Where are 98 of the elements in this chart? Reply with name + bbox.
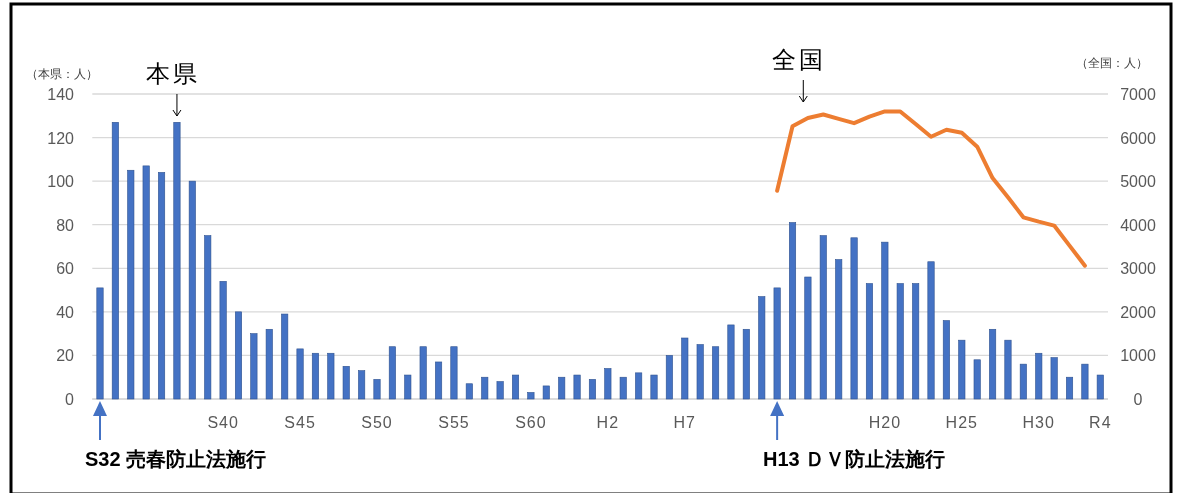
bar — [650, 374, 658, 400]
bar — [388, 346, 396, 400]
bar — [619, 376, 627, 400]
text: S32 売春防止法施行 — [85, 448, 267, 470]
x-tick-label: R4 — [1089, 414, 1112, 431]
line-series — [775, 109, 1087, 268]
bar — [665, 355, 673, 400]
bar — [311, 352, 319, 400]
y2-tick-label: 4000 — [1120, 216, 1156, 234]
bar — [527, 392, 535, 400]
y2-tick-label: 6000 — [1120, 129, 1156, 147]
bar — [111, 122, 119, 400]
bar — [958, 339, 966, 400]
bar — [881, 241, 889, 400]
x-tick-label: H25 — [945, 414, 978, 431]
bar — [358, 370, 366, 400]
bar — [712, 346, 720, 400]
bar — [635, 372, 643, 400]
bar — [1096, 374, 1104, 400]
x-tick-label: H30 — [1022, 414, 1055, 431]
bar — [512, 374, 520, 400]
bar — [865, 283, 873, 400]
bar — [558, 376, 566, 400]
x-tick-label: H2 — [596, 414, 620, 431]
text: H13 ＤＶ防止法施行 — [763, 448, 946, 470]
bar — [296, 348, 304, 400]
bar — [835, 259, 843, 400]
series-label: 本県 — [145, 60, 200, 87]
x-tick-label: H7 — [673, 414, 697, 431]
y-tick-label: 40 — [56, 303, 75, 321]
bar — [742, 328, 750, 400]
bar — [158, 172, 166, 400]
x-tick-label: S45 — [284, 414, 316, 431]
bar — [850, 237, 858, 400]
y-tick-label: 140 — [47, 86, 75, 103]
y2-tick-label: 3000 — [1120, 260, 1156, 278]
y2-tick-label: 5000 — [1120, 173, 1156, 191]
bar — [281, 313, 289, 400]
bar — [912, 283, 920, 400]
y2-axis-title: （全国：人） — [1076, 56, 1148, 70]
x-tick-label: H20 — [868, 414, 902, 431]
bar — [1066, 376, 1074, 400]
x-tick-label: S55 — [438, 414, 470, 431]
bar — [989, 328, 997, 400]
bar — [204, 235, 212, 400]
bar — [173, 122, 181, 400]
bar — [404, 374, 412, 400]
bar — [1081, 363, 1089, 400]
bar — [573, 374, 581, 400]
bar — [758, 296, 766, 400]
bar — [235, 311, 242, 400]
series-label: 全国 — [772, 46, 827, 73]
bar — [1004, 339, 1012, 400]
x-tick-label: S40 — [207, 414, 239, 431]
bar — [327, 352, 335, 400]
bar — [542, 385, 550, 400]
bar — [789, 222, 797, 400]
bar — [142, 165, 150, 400]
x-tick-label: S50 — [361, 414, 393, 431]
y2-tick-label: 7000 — [1120, 86, 1156, 103]
bar — [942, 320, 950, 400]
bar — [450, 346, 458, 400]
bar — [604, 368, 612, 400]
bar — [419, 346, 427, 400]
y2-tick-label: 0 — [1133, 391, 1143, 408]
bar — [219, 281, 227, 400]
bar — [481, 376, 489, 400]
y-axis-title: （本県：人） — [26, 67, 98, 81]
bar — [1050, 357, 1058, 400]
y-tick-label: 20 — [56, 347, 75, 365]
bar — [127, 169, 135, 400]
bar — [465, 383, 473, 400]
bar — [188, 180, 196, 400]
y-tick-label: 0 — [65, 391, 75, 408]
bar — [727, 324, 735, 400]
y-tick-label: 120 — [47, 129, 75, 147]
bar — [1035, 352, 1043, 400]
bar — [973, 359, 981, 400]
y-tick-label: 100 — [47, 173, 75, 191]
bar — [696, 344, 704, 400]
bar — [250, 333, 258, 400]
bar — [1019, 363, 1027, 400]
bar — [681, 337, 689, 400]
y2-tick-label: 2000 — [1120, 303, 1156, 321]
bar — [435, 361, 443, 400]
bar — [927, 261, 935, 400]
bar — [496, 381, 504, 400]
bar — [896, 283, 904, 400]
x-tick-label: S60 — [515, 414, 547, 431]
y-tick-label: 80 — [56, 216, 75, 234]
bar — [342, 366, 350, 400]
bar — [819, 235, 827, 400]
y2-tick-label: 1000 — [1120, 347, 1156, 365]
bar — [265, 328, 273, 400]
bar — [373, 379, 381, 400]
y-tick-label: 60 — [56, 260, 75, 278]
bar — [588, 379, 596, 400]
bar — [804, 276, 812, 400]
